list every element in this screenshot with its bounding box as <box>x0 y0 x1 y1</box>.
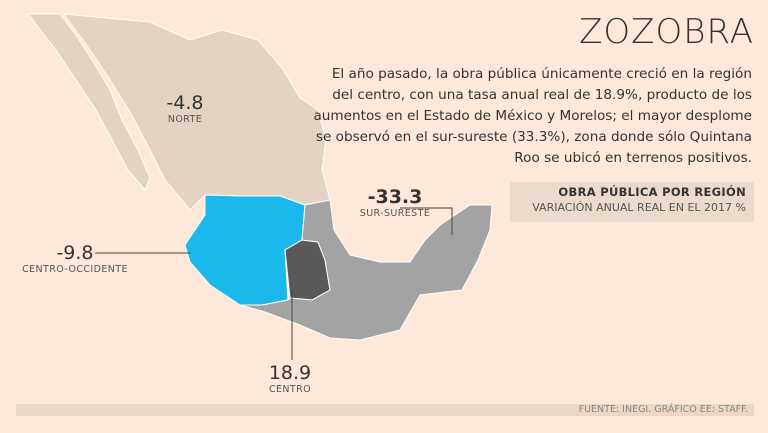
name-centro-occidente: CENTRO-OCCIDENTE <box>22 264 128 275</box>
region-norte <box>26 13 331 211</box>
name-sur-sureste: SUR-SURESTE <box>359 208 431 219</box>
label-sur-sureste: -33.3 SUR-SURESTE <box>340 186 450 219</box>
region-sur-sureste <box>239 199 493 341</box>
name-norte: NORTE <box>167 114 203 125</box>
value-norte: -4.8 <box>166 92 204 114</box>
label-centro-occidente: -9.8 CENTRO-OCCIDENTE <box>10 242 140 275</box>
legend-box: OBRA PÚBLICA POR REGIÓN VARIACIÓN ANUAL … <box>510 182 754 222</box>
label-centro: 18.9 CENTRO <box>255 362 325 395</box>
leader-line-sur-sureste <box>400 207 453 235</box>
source-footer: FUENTE: INEGI. GRÁFICO EE: STAFF. <box>16 404 754 416</box>
legend-subtitle: VARIACIÓN ANUAL REAL EN EL 2017 % <box>532 201 746 214</box>
name-centro: CENTRO <box>268 384 312 395</box>
legend-title: OBRA PÚBLICA POR REGIÓN <box>558 185 746 199</box>
value-centro-occidente: -9.8 <box>56 242 94 264</box>
description: El año pasado, la obra pública únicament… <box>313 66 752 166</box>
page-title: ZOZOBRA <box>579 12 754 52</box>
label-norte: -4.8 NORTE <box>150 92 220 125</box>
value-centro: 18.9 <box>268 362 312 384</box>
value-sur-sureste: -33.3 <box>367 186 423 208</box>
